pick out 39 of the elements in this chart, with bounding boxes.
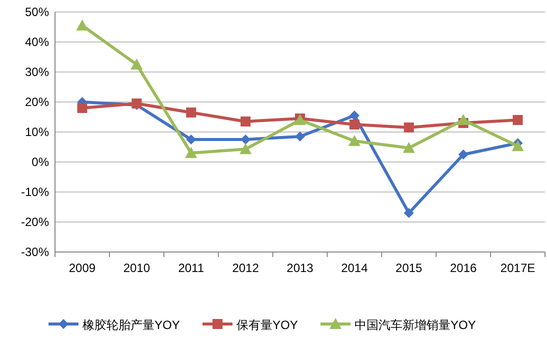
point: [77, 103, 88, 113]
x-tick-label: 2013: [286, 261, 314, 275]
legend-label: 橡胶轮胎产量YOY: [82, 318, 180, 332]
y-tick-label: -10%: [20, 185, 50, 199]
x-tick-label: 2015: [396, 261, 423, 275]
x-tick-label: 2016: [450, 261, 478, 275]
point: [404, 208, 414, 218]
point: [512, 140, 524, 152]
point: [349, 110, 360, 120]
point: [240, 116, 251, 126]
x-tick-label: 2014: [341, 261, 368, 275]
point: [404, 122, 414, 132]
x-tick-label: 2009: [68, 261, 96, 275]
point: [185, 147, 198, 158]
legend-label: 保有量YOY: [236, 318, 298, 332]
y-tick-label: -20%: [20, 215, 50, 229]
y-tick-label: -30%: [20, 245, 50, 259]
point: [186, 108, 196, 118]
point: [458, 150, 468, 160]
point: [402, 142, 415, 153]
y-tick-label: 30%: [24, 65, 50, 79]
point: [349, 120, 360, 130]
point: [295, 132, 305, 142]
y-tick-label: 40%: [24, 35, 50, 49]
y-tick-label: 20%: [24, 95, 50, 109]
point: [348, 135, 360, 146]
point: [240, 134, 251, 144]
y-tick-label: 10%: [24, 125, 50, 139]
x-tick-label: 2017E: [500, 261, 536, 275]
legend-label: 中国汽车新增销量YOY: [354, 318, 476, 332]
point: [130, 58, 143, 70]
point: [457, 114, 470, 125]
point: [512, 115, 523, 125]
y-tick-label: 0%: [32, 155, 50, 169]
y-tick-label: 50%: [24, 5, 50, 19]
x-tick-label: 2010: [123, 261, 150, 275]
point: [240, 143, 252, 154]
x-tick-label: 2012: [232, 261, 260, 275]
x-tick-label: 2011: [178, 261, 204, 275]
